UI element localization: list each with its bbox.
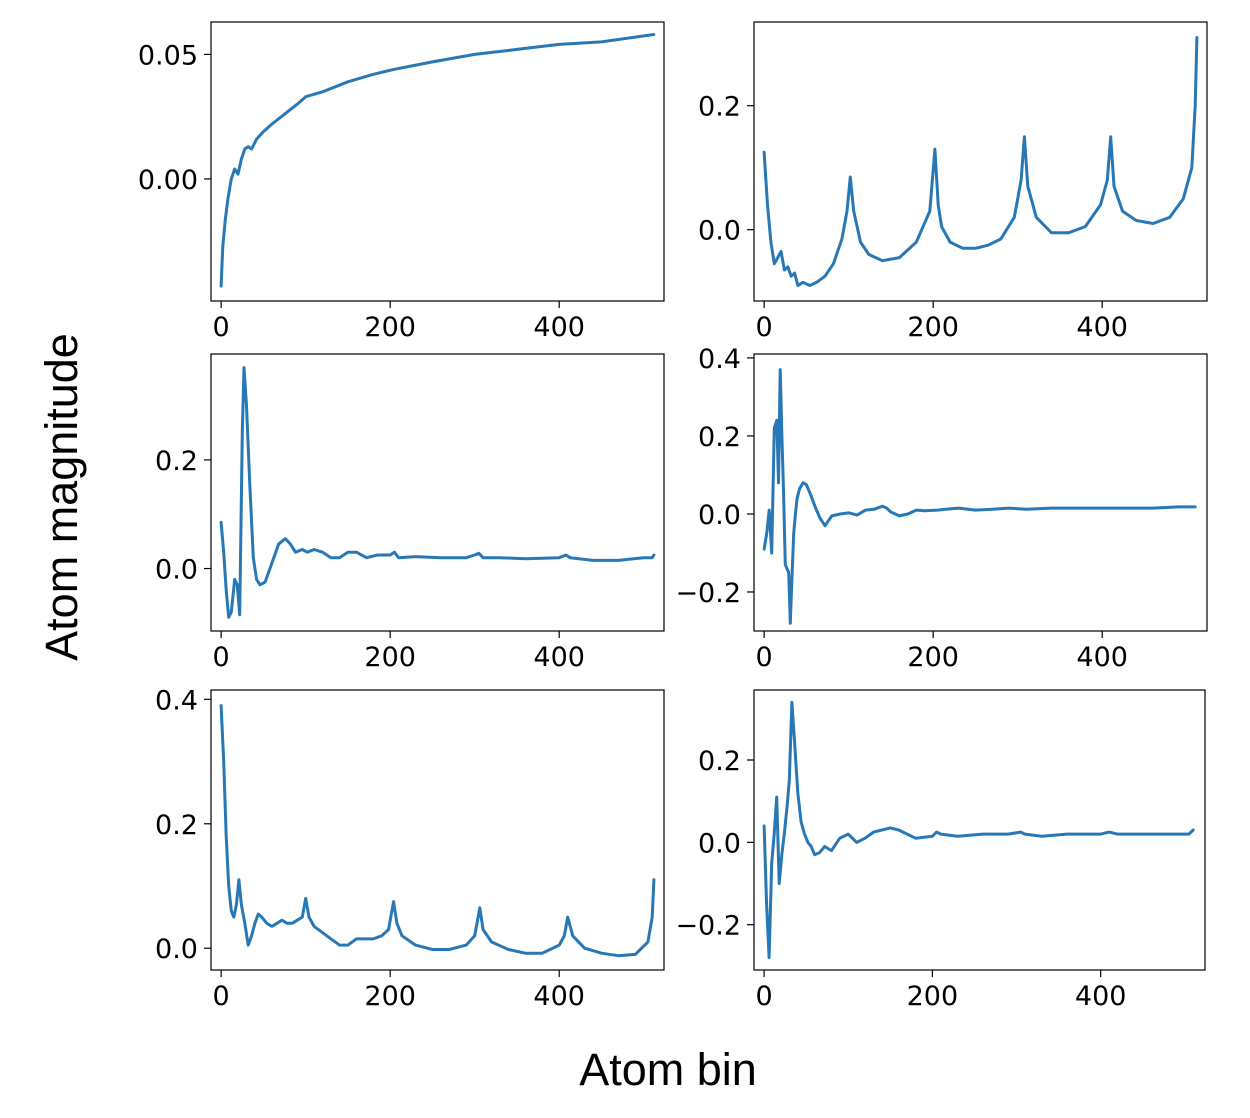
series-line (219, 33, 656, 288)
subplot-3: 0 200 400 0.0 0.2 (155, 353, 665, 673)
series-line (762, 368, 1197, 625)
axes-frame (753, 689, 1206, 971)
x-tick-label: 400 (533, 312, 585, 343)
y-tick-label: 0.2 (155, 446, 198, 477)
subplot-6: 0 200 400 −0.2 0.0 0.2 (675, 689, 1206, 1012)
axes-frame (753, 353, 1208, 632)
x-tick-label: 0 (213, 312, 230, 343)
y-tick-label: 0.0 (698, 500, 741, 531)
y-tick-label: 0.0 (155, 934, 198, 965)
y-tick-label: 0.2 (698, 746, 741, 777)
x-tick-label: 400 (1076, 312, 1128, 343)
x-tick-label: 200 (364, 642, 416, 673)
y-tick-label: 0.4 (155, 685, 198, 716)
y-tick-label: −0.2 (675, 911, 741, 942)
axes-frame (210, 353, 665, 632)
y-tick-label: 0.0 (698, 216, 741, 247)
x-tick-label: 400 (533, 981, 585, 1012)
y-tick-label: 0.2 (698, 92, 741, 123)
y-tick-label: −0.2 (675, 578, 741, 609)
y-tick-label: 0.4 (698, 344, 741, 375)
y-tick-label: 0.2 (155, 810, 198, 841)
y-tick-label: 0.0 (698, 828, 741, 859)
x-axis-label: Atom bin (579, 1044, 757, 1095)
y-axis-label: Atom magnitude (36, 333, 87, 661)
axes-frame (210, 689, 665, 971)
series-line (219, 366, 656, 619)
subplot-1: 0 200 400 0.00 0.05 (138, 21, 665, 343)
x-tick-label: 200 (907, 981, 959, 1012)
x-tick-label: 0 (756, 642, 773, 673)
x-tick-label: 0 (213, 642, 230, 673)
subplot-5: 0 200 400 0.0 0.2 0.4 (155, 685, 665, 1012)
subplot-2: 0 200 400 0.0 0.2 (698, 21, 1208, 343)
series-line (219, 704, 656, 958)
y-tick-label: 0.00 (138, 165, 198, 196)
series-line (762, 700, 1195, 960)
y-tick-label: 0.2 (698, 422, 741, 453)
y-tick-label: 0.05 (138, 40, 198, 71)
x-tick-label: 0 (756, 312, 773, 343)
x-tick-label: 0 (213, 981, 230, 1012)
x-tick-label: 400 (1076, 642, 1128, 673)
subplot-4: 0 200 400 −0.2 0.0 0.2 0.4 (675, 344, 1208, 673)
axes-frame (210, 21, 665, 302)
x-tick-label: 400 (1075, 981, 1127, 1012)
x-tick-label: 200 (907, 312, 959, 343)
y-tick-label: 0.0 (155, 555, 198, 586)
x-tick-label: 0 (756, 981, 773, 1012)
x-tick-label: 400 (533, 642, 585, 673)
x-tick-label: 200 (364, 312, 416, 343)
axes-frame (753, 21, 1208, 302)
x-tick-label: 200 (907, 642, 959, 673)
series-line (762, 36, 1199, 287)
x-tick-label: 200 (364, 981, 416, 1012)
